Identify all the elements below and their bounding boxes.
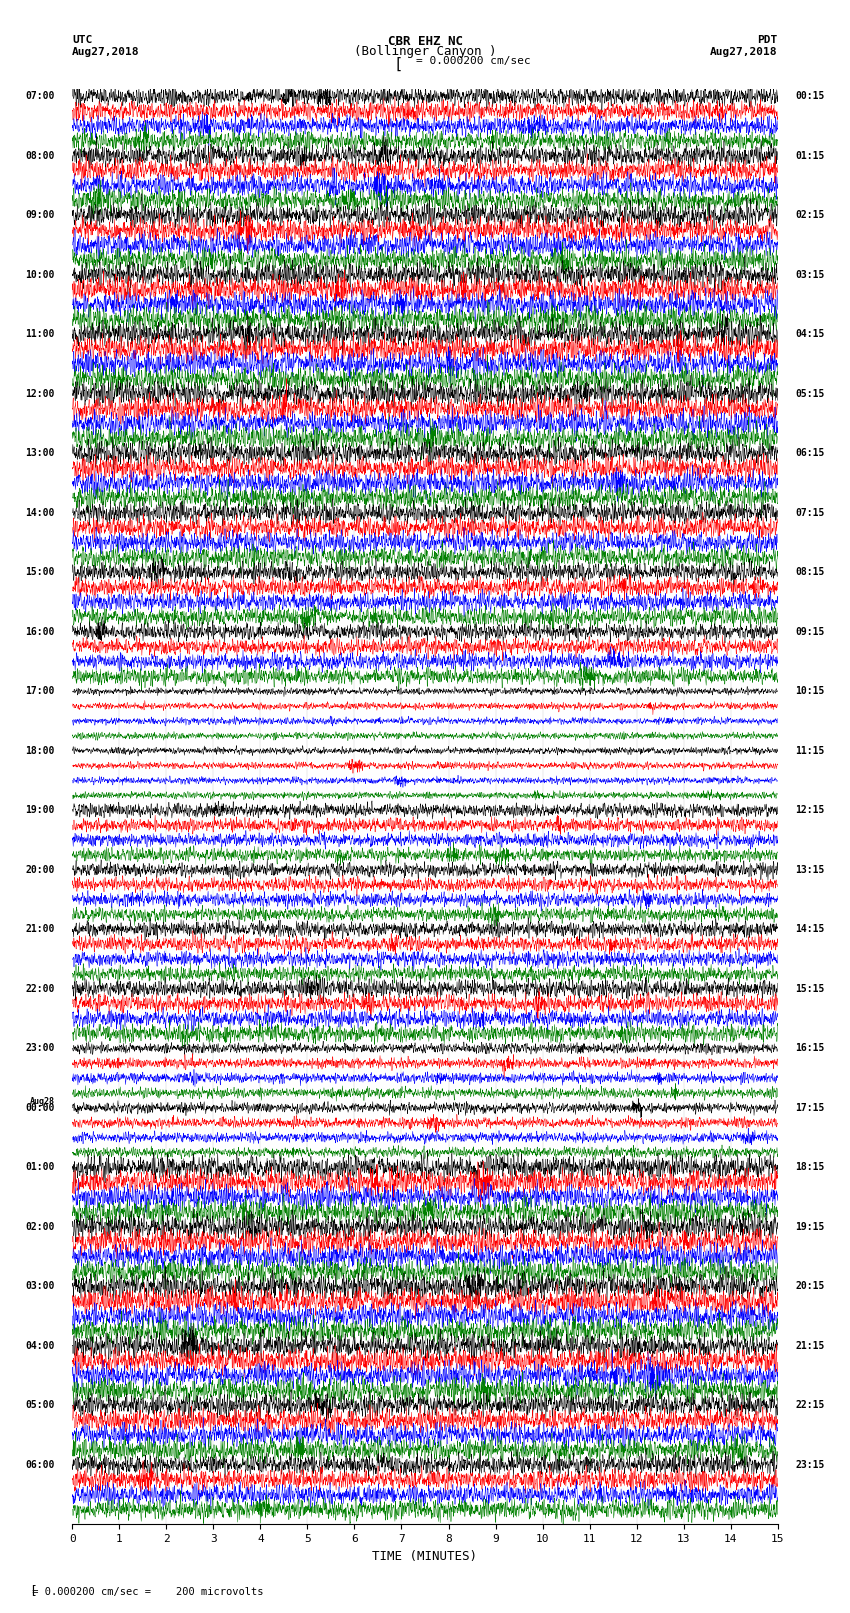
Text: 03:15: 03:15 [796,269,825,279]
Text: 17:00: 17:00 [25,686,54,697]
Text: 20:00: 20:00 [25,865,54,874]
Text: CBR EHZ NC: CBR EHZ NC [388,35,462,48]
Text: 04:00: 04:00 [25,1340,54,1350]
Text: 23:15: 23:15 [796,1460,825,1469]
Text: 00:15: 00:15 [796,92,825,102]
Text: 16:00: 16:00 [25,627,54,637]
Text: 20:15: 20:15 [796,1281,825,1292]
Text: 05:00: 05:00 [25,1400,54,1410]
X-axis label: TIME (MINUTES): TIME (MINUTES) [372,1550,478,1563]
Text: 11:15: 11:15 [796,745,825,756]
Text: 00:00: 00:00 [25,1103,54,1113]
Text: 05:15: 05:15 [796,389,825,398]
Text: = 0.000200 cm/sec =    200 microvolts: = 0.000200 cm/sec = 200 microvolts [26,1587,263,1597]
Text: 08:15: 08:15 [796,568,825,577]
Text: 10:00: 10:00 [25,269,54,279]
Text: 12:15: 12:15 [796,805,825,815]
Text: 08:00: 08:00 [25,150,54,161]
Text: 03:00: 03:00 [25,1281,54,1292]
Text: 01:15: 01:15 [796,150,825,161]
Text: 14:15: 14:15 [796,924,825,934]
Text: 04:15: 04:15 [796,329,825,339]
Text: 09:15: 09:15 [796,627,825,637]
Text: Aug28: Aug28 [30,1097,54,1105]
Text: PDT: PDT [757,35,778,45]
Text: 17:15: 17:15 [796,1103,825,1113]
Text: = 0.000200 cm/sec: = 0.000200 cm/sec [416,56,531,66]
Text: 22:00: 22:00 [25,984,54,994]
Text: 07:15: 07:15 [796,508,825,518]
Text: 23:00: 23:00 [25,1044,54,1053]
Text: Aug27,2018: Aug27,2018 [711,47,778,56]
Text: 22:15: 22:15 [796,1400,825,1410]
Text: 18:15: 18:15 [796,1163,825,1173]
Text: 02:15: 02:15 [796,210,825,219]
Text: 12:00: 12:00 [25,389,54,398]
Text: [: [ [15,1584,37,1597]
Text: 14:00: 14:00 [25,508,54,518]
Text: 18:00: 18:00 [25,745,54,756]
Text: 19:00: 19:00 [25,805,54,815]
Text: Aug27,2018: Aug27,2018 [72,47,139,56]
Text: (Bollinger Canyon ): (Bollinger Canyon ) [354,45,496,58]
Text: 13:00: 13:00 [25,448,54,458]
Text: 06:00: 06:00 [25,1460,54,1469]
Text: 19:15: 19:15 [796,1221,825,1232]
Text: 21:00: 21:00 [25,924,54,934]
Text: 10:15: 10:15 [796,686,825,697]
Text: 06:15: 06:15 [796,448,825,458]
Text: 11:00: 11:00 [25,329,54,339]
Text: 01:00: 01:00 [25,1163,54,1173]
Text: 07:00: 07:00 [25,92,54,102]
Text: UTC: UTC [72,35,93,45]
Text: 02:00: 02:00 [25,1221,54,1232]
Text: [: [ [394,56,402,71]
Text: 21:15: 21:15 [796,1340,825,1350]
Text: 09:00: 09:00 [25,210,54,219]
Text: 15:15: 15:15 [796,984,825,994]
Text: 13:15: 13:15 [796,865,825,874]
Text: 15:00: 15:00 [25,568,54,577]
Text: 16:15: 16:15 [796,1044,825,1053]
